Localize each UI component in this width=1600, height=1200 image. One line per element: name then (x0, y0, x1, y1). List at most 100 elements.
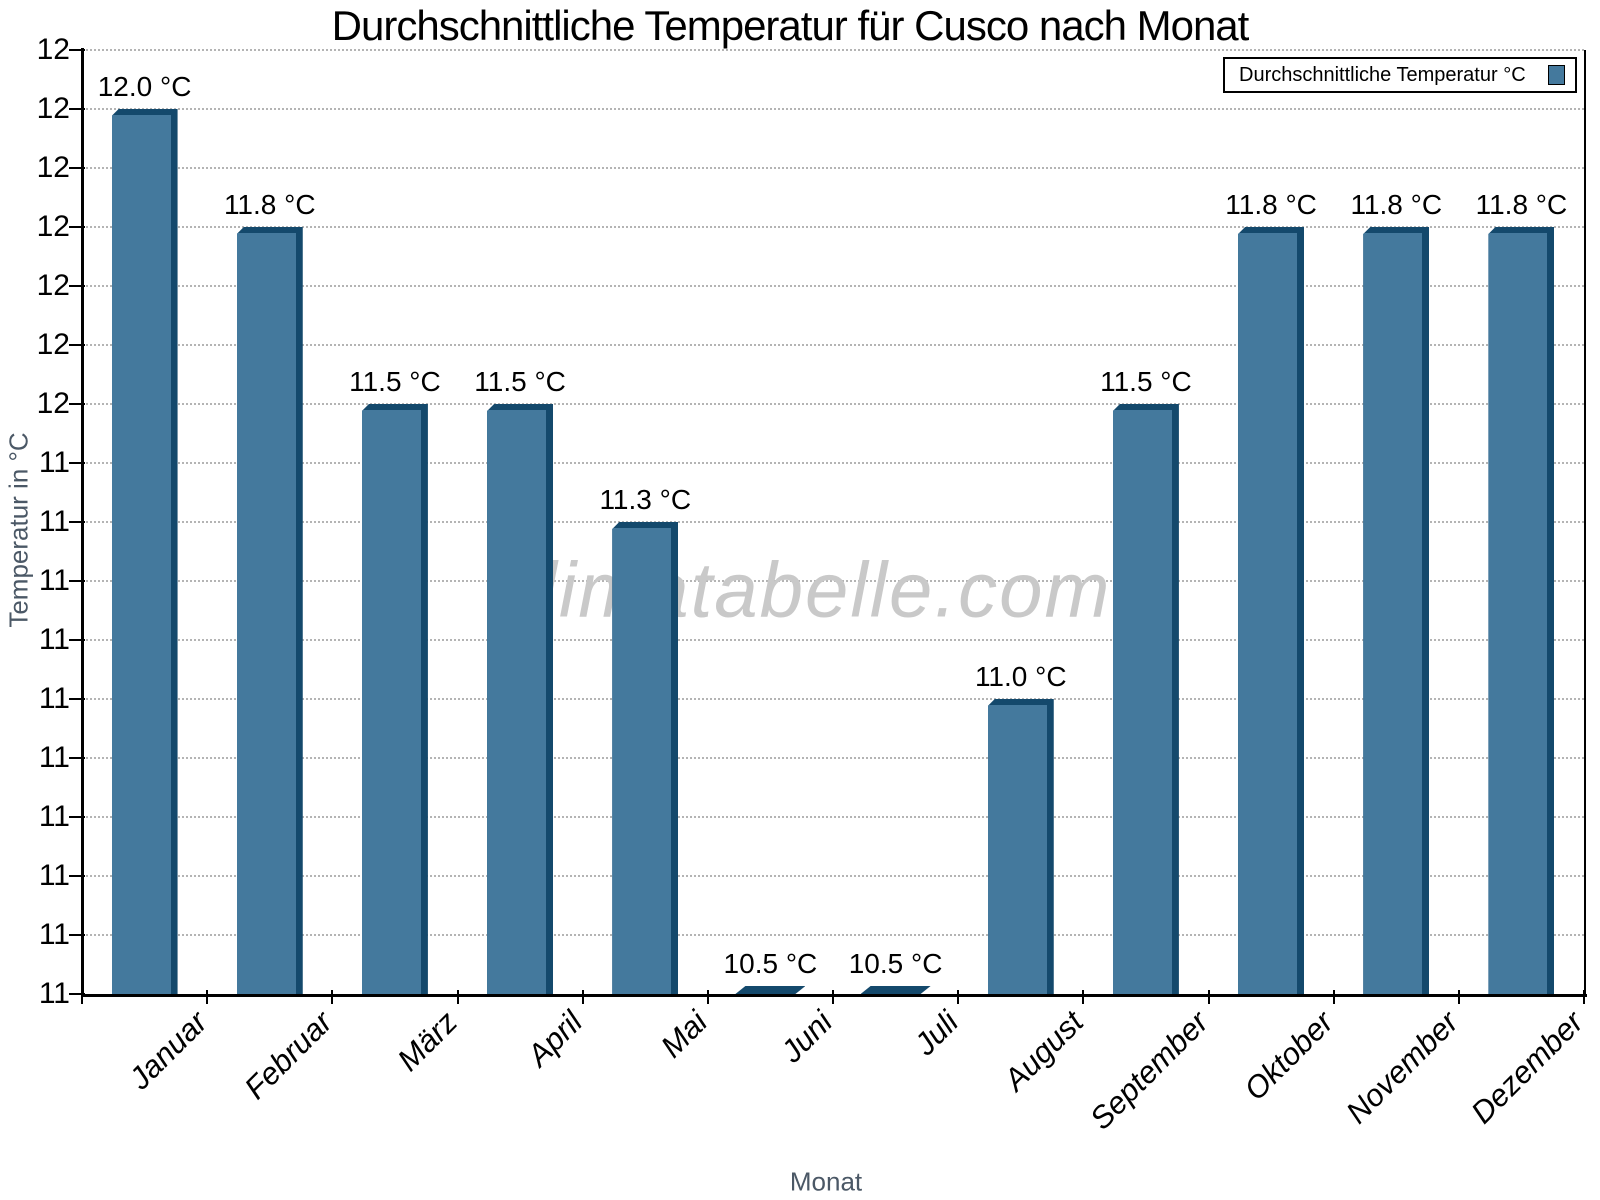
x-axis-tick (1332, 990, 1335, 1004)
bar-value-label: 11.0 °C (974, 661, 1067, 692)
bar-face (1363, 233, 1423, 994)
y-axis-tick (69, 403, 85, 405)
bar (236, 227, 303, 994)
x-axis-tick (81, 990, 83, 1004)
y-axis-tick (69, 344, 85, 346)
y-gridline (82, 344, 1584, 346)
y-tick-label: 12 (36, 151, 70, 184)
y-axis-tick (69, 875, 85, 877)
y-gridline (82, 167, 1584, 169)
x-axis-tick (206, 990, 209, 1004)
y-gridline (82, 285, 1584, 287)
y-tick-label: 11 (38, 505, 70, 538)
legend: Durchschnittliche Temperatur °C (1223, 57, 1577, 93)
x-axis-tick (456, 990, 459, 1004)
x-axis-tick (1082, 990, 1085, 1004)
bar-value-label: 12.0 °C (97, 71, 192, 102)
y-gridline (82, 521, 1584, 523)
y-tick-label: 12 (36, 387, 70, 420)
bar (111, 109, 178, 994)
legend-swatch-icon (1548, 65, 1565, 85)
chart-title: Durchschnittliche Temperatur für Cusco n… (331, 2, 1250, 49)
bar-value-label: 10.5 °C (723, 948, 818, 979)
y-axis-tick (69, 698, 85, 700)
y-gridline (82, 49, 1584, 51)
bar-value-label: 11.8 °C (1350, 189, 1443, 220)
x-axis-tick (957, 990, 960, 1004)
bar (1112, 404, 1179, 994)
bar-value-label: 10.5 °C (848, 948, 943, 979)
y-gridline (82, 934, 1584, 936)
y-axis-tick (69, 993, 85, 995)
bar-face (1112, 410, 1172, 994)
x-axis-tick (1583, 990, 1585, 1004)
bar (487, 404, 554, 994)
bar-face (236, 233, 296, 994)
y-axis-tick (69, 639, 85, 641)
y-axis-tick (69, 816, 85, 818)
bar-value-label: 11.8 °C (1225, 189, 1317, 220)
y-gridline (82, 757, 1584, 759)
bar (735, 986, 805, 994)
bar (861, 986, 931, 994)
y-gridline (82, 698, 1584, 700)
plot-right-border (1584, 50, 1586, 996)
bar-value-label: 11.5 °C (474, 366, 566, 397)
bar (612, 522, 679, 994)
y-axis-tick (69, 167, 85, 169)
y-axis-tick (69, 226, 85, 228)
bar-face (487, 410, 547, 994)
bar-face (987, 705, 1047, 994)
y-tick-label: 11 (38, 564, 70, 597)
y-gridline (82, 403, 1584, 405)
bar (987, 699, 1054, 994)
bar-value-label: 11.5 °C (1100, 366, 1192, 397)
bar-value-label: 11.8 °C (1475, 189, 1568, 220)
legend-label: Durchschnittliche Temperatur °C (1239, 63, 1526, 86)
y-axis-tick (69, 934, 85, 936)
y-axis-tick (69, 49, 85, 51)
y-tick-label: 11 (38, 682, 70, 715)
x-axis-tick (706, 990, 709, 1004)
bar (1488, 227, 1555, 994)
bar (361, 404, 428, 994)
bar-value-label: 11.5 °C (349, 366, 441, 397)
watermark: klimatabelle.com (498, 545, 1112, 634)
y-tick-label: 11 (38, 800, 70, 833)
bar-face (1238, 233, 1298, 994)
y-gridline (82, 580, 1584, 582)
bar-face (1488, 233, 1548, 994)
x-axis-tick (1457, 990, 1460, 1004)
y-tick-label: 12 (36, 328, 70, 361)
x-axis-line (81, 994, 1587, 997)
y-tick-label: 11 (38, 741, 70, 774)
y-tick-label: 11 (38, 859, 70, 892)
x-axis-title: Monat (789, 1166, 863, 1197)
y-tick-label: 12 (36, 92, 70, 125)
y-axis-tick (69, 580, 85, 582)
y-tick-label: 11 (38, 623, 70, 656)
y-tick-label: 11 (38, 918, 70, 951)
bar-value-label: 11.3 °C (599, 484, 692, 515)
bar (1363, 227, 1430, 994)
bar-value-label: 11.8 °C (223, 189, 316, 220)
y-tick-label: 12 (36, 33, 70, 66)
bar-face (612, 528, 672, 994)
y-gridline (82, 816, 1584, 818)
x-axis-tick (1207, 990, 1210, 1004)
bar-face (361, 410, 421, 994)
y-axis-tick (69, 462, 85, 464)
bar-face (111, 115, 171, 994)
y-axis-tick (69, 285, 85, 287)
x-axis-tick (581, 990, 584, 1004)
x-axis-tick (832, 990, 834, 1004)
x-axis-tick (331, 990, 334, 1004)
y-tick-label: 11 (38, 977, 70, 1010)
y-gridline (82, 875, 1584, 877)
y-tick-label: 11 (38, 446, 70, 479)
y-gridline (82, 108, 1584, 110)
y-gridline (82, 226, 1584, 228)
y-axis-tick (69, 757, 85, 759)
y-gridline (82, 462, 1584, 464)
